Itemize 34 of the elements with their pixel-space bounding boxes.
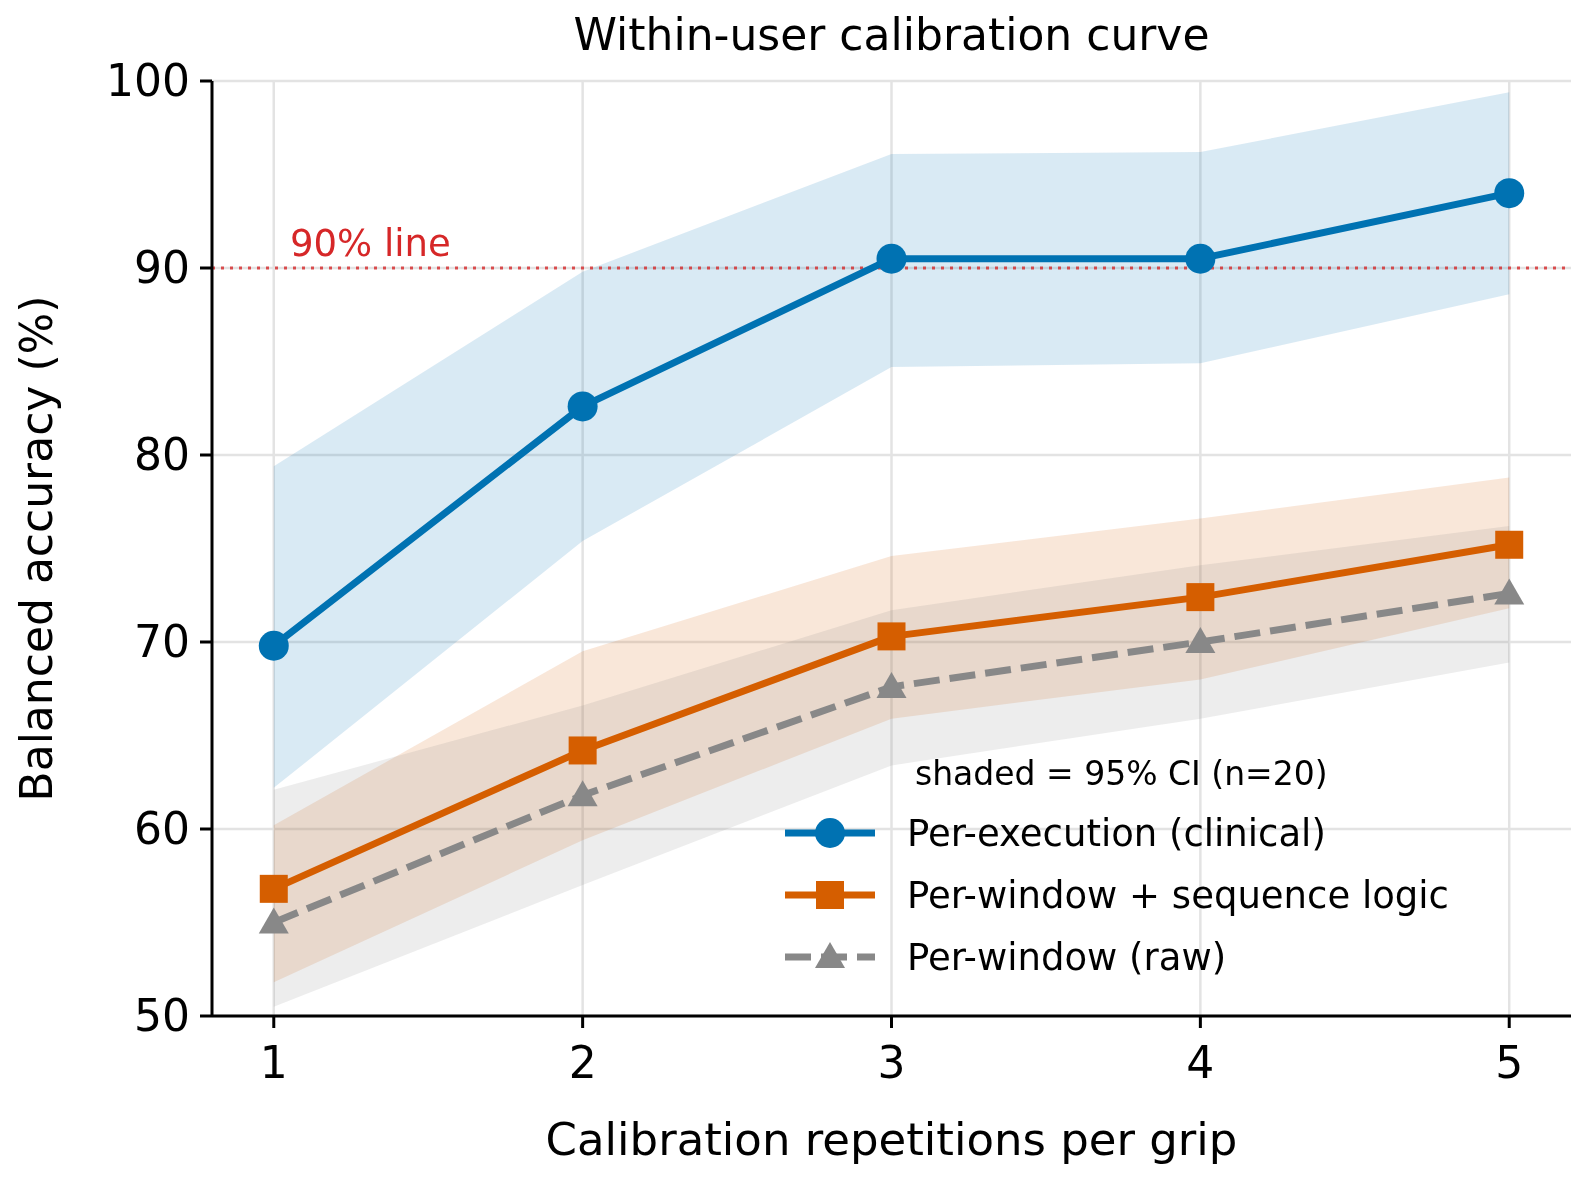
- legend-label: Per-execution (clinical): [907, 811, 1326, 855]
- x-tick-label: 1: [259, 1037, 288, 1088]
- y-tick-label: 60: [134, 803, 190, 855]
- legend-label: Per-window (raw): [907, 935, 1227, 979]
- point: [1186, 583, 1215, 612]
- point: [1495, 530, 1524, 559]
- point: [877, 622, 906, 651]
- point: [258, 630, 289, 661]
- y-tick-label: 100: [106, 55, 190, 107]
- point: [876, 243, 907, 274]
- point: [1185, 243, 1216, 274]
- x-tick-label: 4: [1186, 1037, 1215, 1088]
- legend-title: shaded = 95% CI (n=20): [915, 754, 1328, 793]
- y-axis-title: Balanced accuracy (%): [11, 295, 62, 802]
- y-tick-label: 80: [134, 429, 190, 481]
- x-tick-label: 2: [568, 1037, 597, 1088]
- x-tick-label: 5: [1495, 1037, 1524, 1088]
- point: [876, 671, 907, 698]
- point: [567, 391, 598, 422]
- y-tick-label: 70: [134, 616, 190, 668]
- point: [258, 907, 289, 934]
- point: [1185, 627, 1216, 653]
- point: [567, 780, 598, 807]
- point: [568, 736, 597, 765]
- point: [259, 874, 288, 903]
- point: [1494, 578, 1525, 605]
- x-axis-title: Calibration repetitions per grip: [545, 1113, 1238, 1166]
- y-tick-label: 90: [134, 242, 190, 294]
- x-tick-label: 3: [877, 1037, 906, 1088]
- chart-title: Within-user calibration curve: [573, 9, 1210, 60]
- legend-label: Per-window + sequence logic: [907, 873, 1449, 917]
- point: [1494, 178, 1525, 209]
- ref-line-label: 90% line: [290, 222, 451, 265]
- y-tick-label: 50: [134, 990, 190, 1042]
